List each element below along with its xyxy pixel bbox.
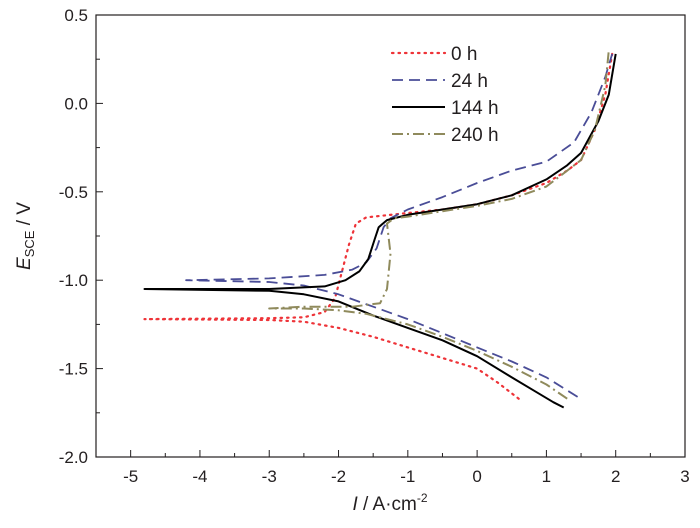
y-tick-label: -0.5 bbox=[59, 183, 88, 202]
y-tick-label: -2.0 bbox=[59, 448, 88, 467]
plot-frame bbox=[95, 14, 686, 458]
legend-label: 0 h bbox=[451, 44, 477, 65]
x-tick-label: 0 bbox=[472, 467, 481, 486]
legend-label: 240 h bbox=[451, 125, 499, 146]
x-tick-label: -1 bbox=[400, 467, 415, 486]
x-tick-label: 1 bbox=[542, 467, 551, 486]
x-tick-label: -5 bbox=[123, 467, 138, 486]
x-tick-label: 2 bbox=[611, 467, 620, 486]
y-tick-label: -1.5 bbox=[59, 360, 88, 379]
x-axis-label: I / A·cm-2 bbox=[352, 491, 427, 515]
y-tick-label: 0.0 bbox=[64, 94, 88, 113]
y-axis-label: ESCE / V bbox=[14, 202, 37, 270]
series-line-0h bbox=[143, 52, 614, 400]
y-axis-symbol: E bbox=[14, 257, 35, 270]
x-tick-label: -4 bbox=[192, 467, 207, 486]
series-line-24h bbox=[185, 53, 614, 398]
x-axis-unit: / A·cm bbox=[358, 494, 417, 515]
legend-label: 24 h bbox=[451, 71, 488, 92]
legend-label: 144 h bbox=[451, 98, 499, 119]
y-tick-label: -1.0 bbox=[59, 271, 88, 290]
x-tick-label: -3 bbox=[262, 467, 277, 486]
x-tick-label: 3 bbox=[680, 467, 689, 486]
x-axis-symbol: I bbox=[352, 494, 358, 515]
series-line-240h bbox=[268, 50, 610, 400]
x-axis-superscript: -2 bbox=[417, 491, 428, 505]
series-line-144h bbox=[143, 53, 617, 409]
y-tick-label: 0.5 bbox=[64, 6, 88, 25]
axis-ticks: -5 -4 -3 -2 -1 0 1 2 3 -2.0 -1.5 -1.0 -0.5 0.0 0.5 bbox=[59, 6, 690, 486]
series-group bbox=[143, 50, 617, 409]
y-axis-unit: / V bbox=[14, 202, 35, 231]
x-tick-label: -2 bbox=[331, 467, 346, 486]
y-axis-subscript: SCE bbox=[22, 230, 37, 257]
legend: 0 h 24 h 144 h 240 h bbox=[390, 44, 499, 146]
